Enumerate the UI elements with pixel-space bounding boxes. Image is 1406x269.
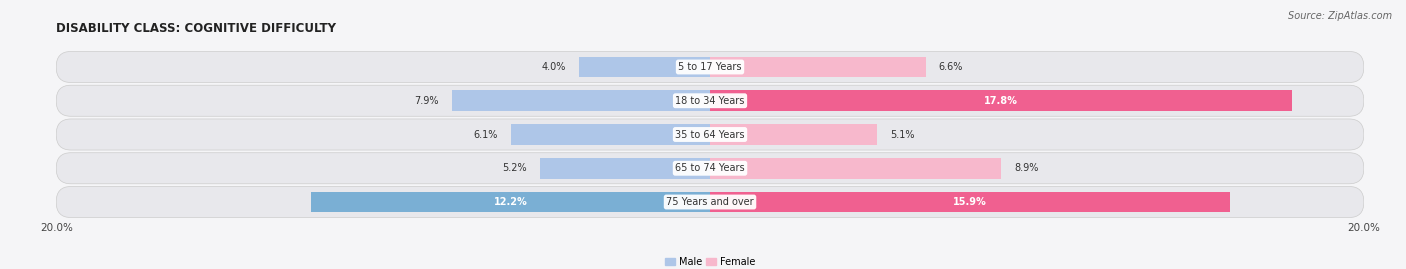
Text: 6.1%: 6.1% <box>474 129 498 140</box>
Text: 35 to 64 Years: 35 to 64 Years <box>675 129 745 140</box>
FancyBboxPatch shape <box>56 85 1364 116</box>
Text: 15.9%: 15.9% <box>953 197 987 207</box>
Text: 5.1%: 5.1% <box>890 129 914 140</box>
Text: 75 Years and over: 75 Years and over <box>666 197 754 207</box>
Bar <box>451 90 710 111</box>
Text: Source: ZipAtlas.com: Source: ZipAtlas.com <box>1288 11 1392 21</box>
Text: 8.9%: 8.9% <box>1014 163 1039 173</box>
Bar <box>579 56 710 77</box>
Bar <box>710 192 1230 213</box>
Bar <box>540 158 710 179</box>
Text: 6.6%: 6.6% <box>939 62 963 72</box>
Legend: Male, Female: Male, Female <box>661 253 759 269</box>
Bar <box>710 124 877 145</box>
FancyBboxPatch shape <box>56 186 1364 218</box>
Bar <box>510 124 710 145</box>
Text: 7.9%: 7.9% <box>415 96 439 106</box>
Text: DISABILITY CLASS: COGNITIVE DIFFICULTY: DISABILITY CLASS: COGNITIVE DIFFICULTY <box>56 22 336 35</box>
Text: 12.2%: 12.2% <box>494 197 527 207</box>
Bar <box>311 192 710 213</box>
Text: 17.8%: 17.8% <box>984 96 1018 106</box>
Text: 65 to 74 Years: 65 to 74 Years <box>675 163 745 173</box>
FancyBboxPatch shape <box>56 51 1364 83</box>
Text: 5.2%: 5.2% <box>502 163 527 173</box>
Bar <box>710 90 1292 111</box>
Text: 18 to 34 Years: 18 to 34 Years <box>675 96 745 106</box>
Bar <box>710 56 925 77</box>
Bar <box>710 158 1001 179</box>
Text: 5 to 17 Years: 5 to 17 Years <box>678 62 742 72</box>
Text: 4.0%: 4.0% <box>541 62 567 72</box>
FancyBboxPatch shape <box>56 153 1364 184</box>
FancyBboxPatch shape <box>56 119 1364 150</box>
